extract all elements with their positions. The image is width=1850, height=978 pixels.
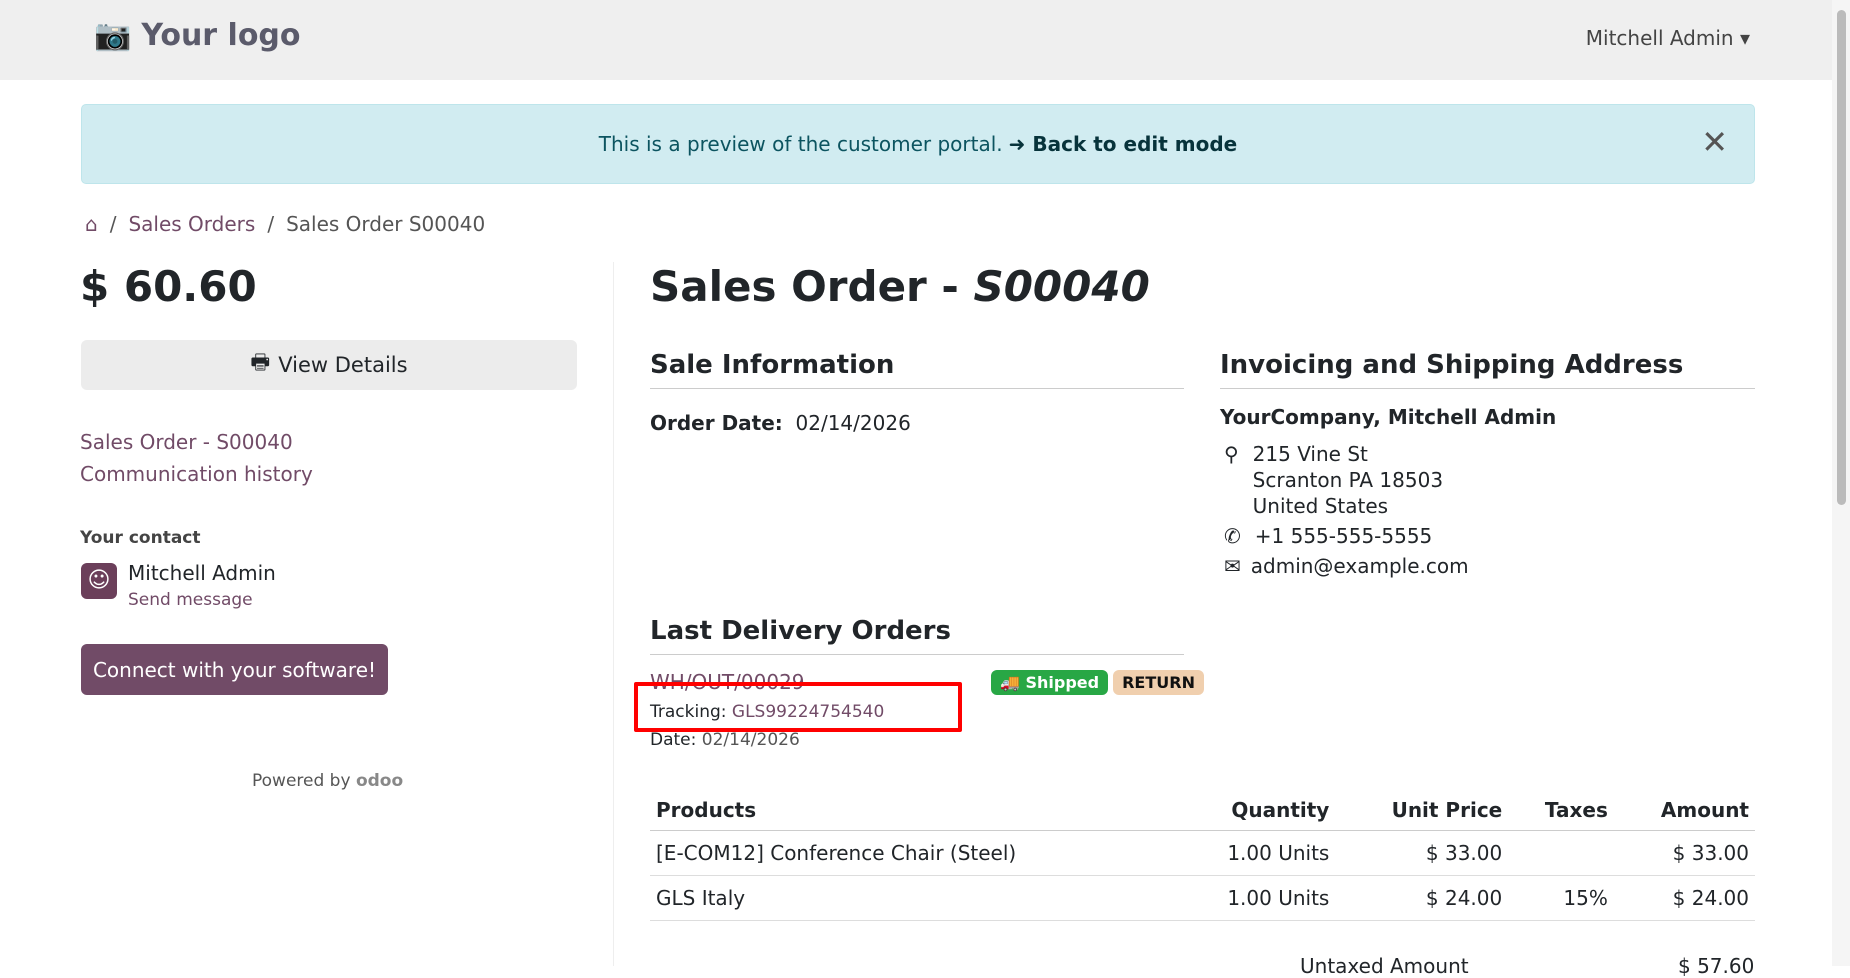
scrollbar-thumb[interactable] xyxy=(1837,10,1846,505)
table-row: [E-COM12] Conference Chair (Steel) 1.00 U… xyxy=(650,830,1755,876)
untaxed-label: Untaxed Amount xyxy=(1300,954,1469,978)
highlight-box xyxy=(634,682,962,732)
connect-software-button[interactable]: Connect with your software! xyxy=(81,644,388,695)
country: United States xyxy=(1252,494,1389,518)
street: 215 Vine St xyxy=(1252,442,1368,466)
send-message-link[interactable]: Send message xyxy=(128,590,253,610)
back-to-edit-label: Back to edit mode xyxy=(1032,132,1238,156)
breadcrumb-current: Sales Order S00040 xyxy=(286,212,486,236)
home-icon[interactable]: ⌂ xyxy=(85,212,98,236)
cell: $ 24.00 xyxy=(1613,875,1755,921)
print-icon: 🖶 xyxy=(250,349,271,374)
cell: 1.00 Units xyxy=(1174,830,1336,876)
sale-info-heading: Sale Information xyxy=(650,350,1184,389)
phone-icon: ✆ xyxy=(1224,524,1241,548)
table-header: Products Quantity Unit Price Taxes Amoun… xyxy=(650,790,1755,831)
return-button[interactable]: RETURN xyxy=(1113,670,1204,695)
col-amount: Amount xyxy=(1613,790,1755,831)
address-heading: Invoicing and Shipping Address xyxy=(1220,350,1755,389)
title-text: Sales Order - xyxy=(650,262,974,311)
cell xyxy=(1508,830,1614,876)
user-name: Mitchell Admin xyxy=(1585,26,1734,50)
view-details-label: View Details xyxy=(278,353,408,377)
top-header xyxy=(0,0,1832,80)
delivery-date-label: Date: xyxy=(650,730,697,750)
nav-sales-order[interactable]: Sales Order - S00040 xyxy=(80,430,293,454)
odoo-logo: odoo xyxy=(355,771,404,791)
phone: +1 555-555-5555 xyxy=(1254,524,1433,548)
tracking: Tracking: GLS99224754540 xyxy=(650,702,884,722)
col-quantity: Quantity xyxy=(1174,790,1336,831)
order-date: Order Date: 02/14/2026 xyxy=(650,411,911,435)
untaxed-value: $ 57.60 xyxy=(1678,954,1755,978)
contact-label: Your contact xyxy=(80,528,201,548)
page-title: Sales Order - S00040 xyxy=(650,262,1150,311)
powered-label: Powered by xyxy=(252,771,351,791)
table-row: GLS Italy 1.00 Units $ 24.00 15% $ 24.00 xyxy=(650,875,1755,921)
order-date-label: Order Date: xyxy=(650,411,783,435)
logo-text: Your logo xyxy=(141,18,301,53)
delivery-date: Date: 02/14/2026 xyxy=(650,730,800,750)
view-details-button[interactable]: 🖶 View Details xyxy=(81,340,577,390)
camera-icon: 📷 xyxy=(94,18,132,53)
breadcrumb: ⌂ / Sales Orders / Sales Order S00040 xyxy=(85,212,486,236)
caret-down-icon: ▾ xyxy=(1739,26,1750,50)
cell: $ 33.00 xyxy=(1613,830,1755,876)
address-block: ⚲ 215 Vine St Scranton PA 18503 United Stat… xyxy=(1224,441,1469,579)
cell: $ 24.00 xyxy=(1335,875,1509,921)
col-unit-price: Unit Price xyxy=(1335,790,1509,831)
cell: 1.00 Units xyxy=(1174,875,1336,921)
breadcrumb-sales-orders[interactable]: Sales Orders xyxy=(128,212,256,236)
tracking-link[interactable]: GLS99224754540 xyxy=(731,702,885,722)
email: admin@example.com xyxy=(1250,554,1469,578)
avatar: ☺ xyxy=(81,563,117,599)
logo[interactable]: 📷 Your logo xyxy=(94,18,301,53)
shipped-badge: 🚚 Shipped xyxy=(991,670,1109,695)
delivery-heading: Last Delivery Orders xyxy=(650,616,1184,655)
delivery-date-value: 02/14/2026 xyxy=(701,730,800,750)
powered-by: Powered by odoo xyxy=(252,771,403,791)
column-divider xyxy=(613,262,614,966)
back-to-edit-link[interactable]: ➜ Back to edit mode xyxy=(1009,132,1238,156)
cell: $ 33.00 xyxy=(1335,830,1509,876)
shipped-label: Shipped xyxy=(1025,673,1100,692)
close-icon[interactable]: ✕ xyxy=(1701,123,1728,161)
delivery-badges: 🚚 Shipped RETURN xyxy=(991,670,1204,695)
order-date-value: 02/14/2026 xyxy=(795,411,911,435)
alert-text: This is a preview of the customer portal… xyxy=(598,132,1003,156)
order-total: $ 60.60 xyxy=(80,262,257,311)
cell: [E-COM12] Conference Chair (Steel) xyxy=(650,830,1175,876)
products-table: Products Quantity Unit Price Taxes Amoun… xyxy=(650,790,1755,921)
tracking-label: Tracking: xyxy=(650,702,727,722)
city: Scranton PA 18503 xyxy=(1252,468,1444,492)
contact-name: Mitchell Admin xyxy=(128,561,276,585)
map-marker-icon: ⚲ xyxy=(1224,442,1239,466)
col-products: Products xyxy=(650,790,1175,831)
arrow-right-icon: ➜ xyxy=(1008,132,1033,156)
cell: 15% xyxy=(1508,875,1614,921)
order-ref: S00040 xyxy=(973,262,1150,311)
address-name: YourCompany, Mitchell Admin xyxy=(1220,405,1557,429)
col-taxes: Taxes xyxy=(1508,790,1614,831)
preview-alert: This is a preview of the customer portal… xyxy=(81,104,1755,184)
user-menu[interactable]: Mitchell Admin ▾ xyxy=(1586,26,1750,50)
nav-communication-history[interactable]: Communication history xyxy=(80,462,313,486)
cell: GLS Italy xyxy=(650,875,1175,921)
envelope-icon: ✉ xyxy=(1224,554,1241,578)
